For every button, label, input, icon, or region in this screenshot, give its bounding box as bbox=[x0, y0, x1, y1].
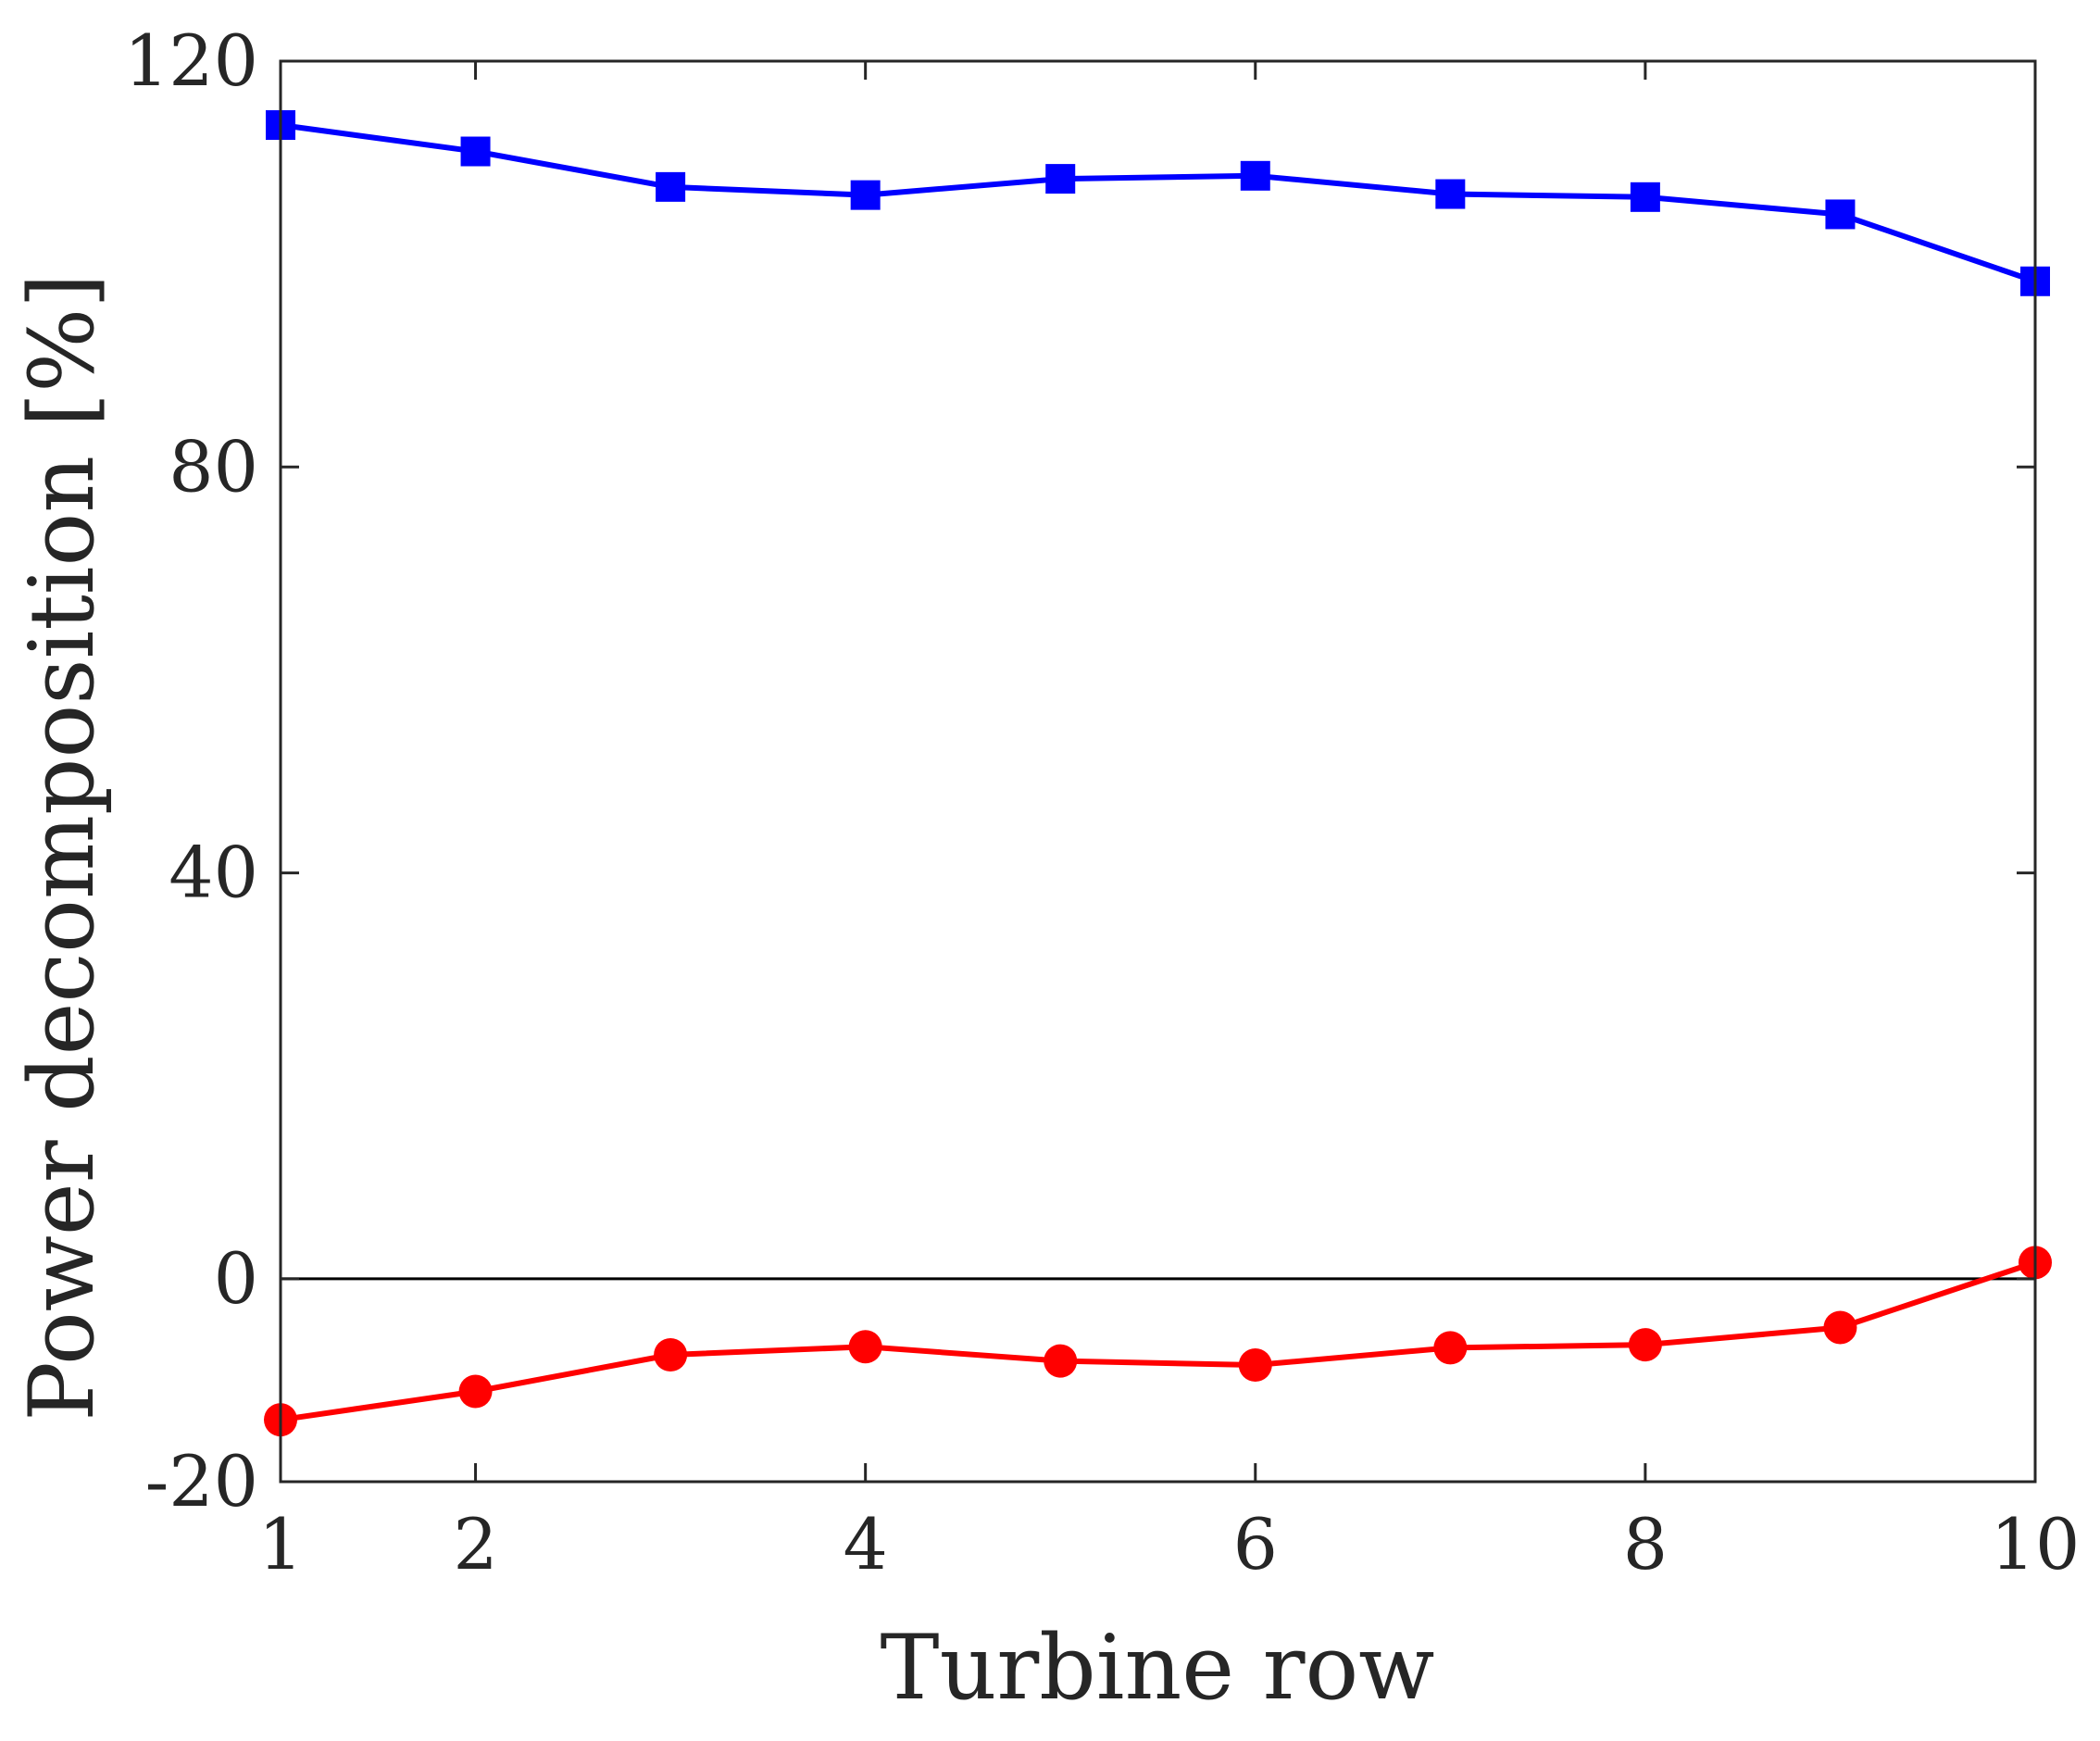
series-1-point bbox=[1630, 182, 1660, 212]
axes: 1 2 4 6 8 10 -20 0 40 80 120 bbox=[124, 19, 2080, 1585]
x-tick-label: 4 bbox=[843, 1503, 887, 1585]
series-2-point bbox=[1238, 1347, 1272, 1382]
x-tick-label: 2 bbox=[453, 1503, 497, 1585]
x-tick-label: 10 bbox=[1991, 1503, 2081, 1585]
series-2-point bbox=[1433, 1331, 1468, 1365]
series-1-point bbox=[1825, 199, 1856, 230]
series-2-point bbox=[1044, 1344, 1078, 1378]
series-2-point bbox=[458, 1374, 493, 1409]
y-tick-label: 40 bbox=[169, 832, 258, 914]
series-1-point bbox=[656, 171, 686, 202]
y-tick-label: 80 bbox=[169, 425, 258, 507]
series-1-point bbox=[850, 180, 881, 210]
series-1-point bbox=[1435, 179, 1466, 209]
series-1-point bbox=[1045, 164, 1076, 194]
series-1-line bbox=[280, 122, 2036, 284]
series-1-point bbox=[1240, 160, 1270, 191]
y-axis-title: Power decomposition [%] bbox=[10, 273, 114, 1422]
x-tick-label: 1 bbox=[258, 1503, 303, 1585]
axes-box bbox=[279, 59, 2037, 1484]
series-2-point bbox=[848, 1330, 882, 1364]
y-tick-label: 120 bbox=[124, 19, 258, 102]
series-2-point bbox=[1823, 1310, 1857, 1345]
series-2-line bbox=[280, 1259, 2036, 1423]
series-2-point bbox=[654, 1338, 688, 1372]
series-2-point bbox=[1628, 1328, 1662, 1362]
x-tick-label: 6 bbox=[1233, 1503, 1278, 1585]
x-axis-title: Turbine row bbox=[881, 1616, 1435, 1720]
y-tick-label: 0 bbox=[214, 1237, 258, 1320]
x-tick-label: 8 bbox=[1623, 1503, 1668, 1585]
plot-area bbox=[264, 110, 2052, 1437]
y-tick-label: -20 bbox=[145, 1440, 258, 1522]
series-1-point bbox=[460, 136, 491, 167]
